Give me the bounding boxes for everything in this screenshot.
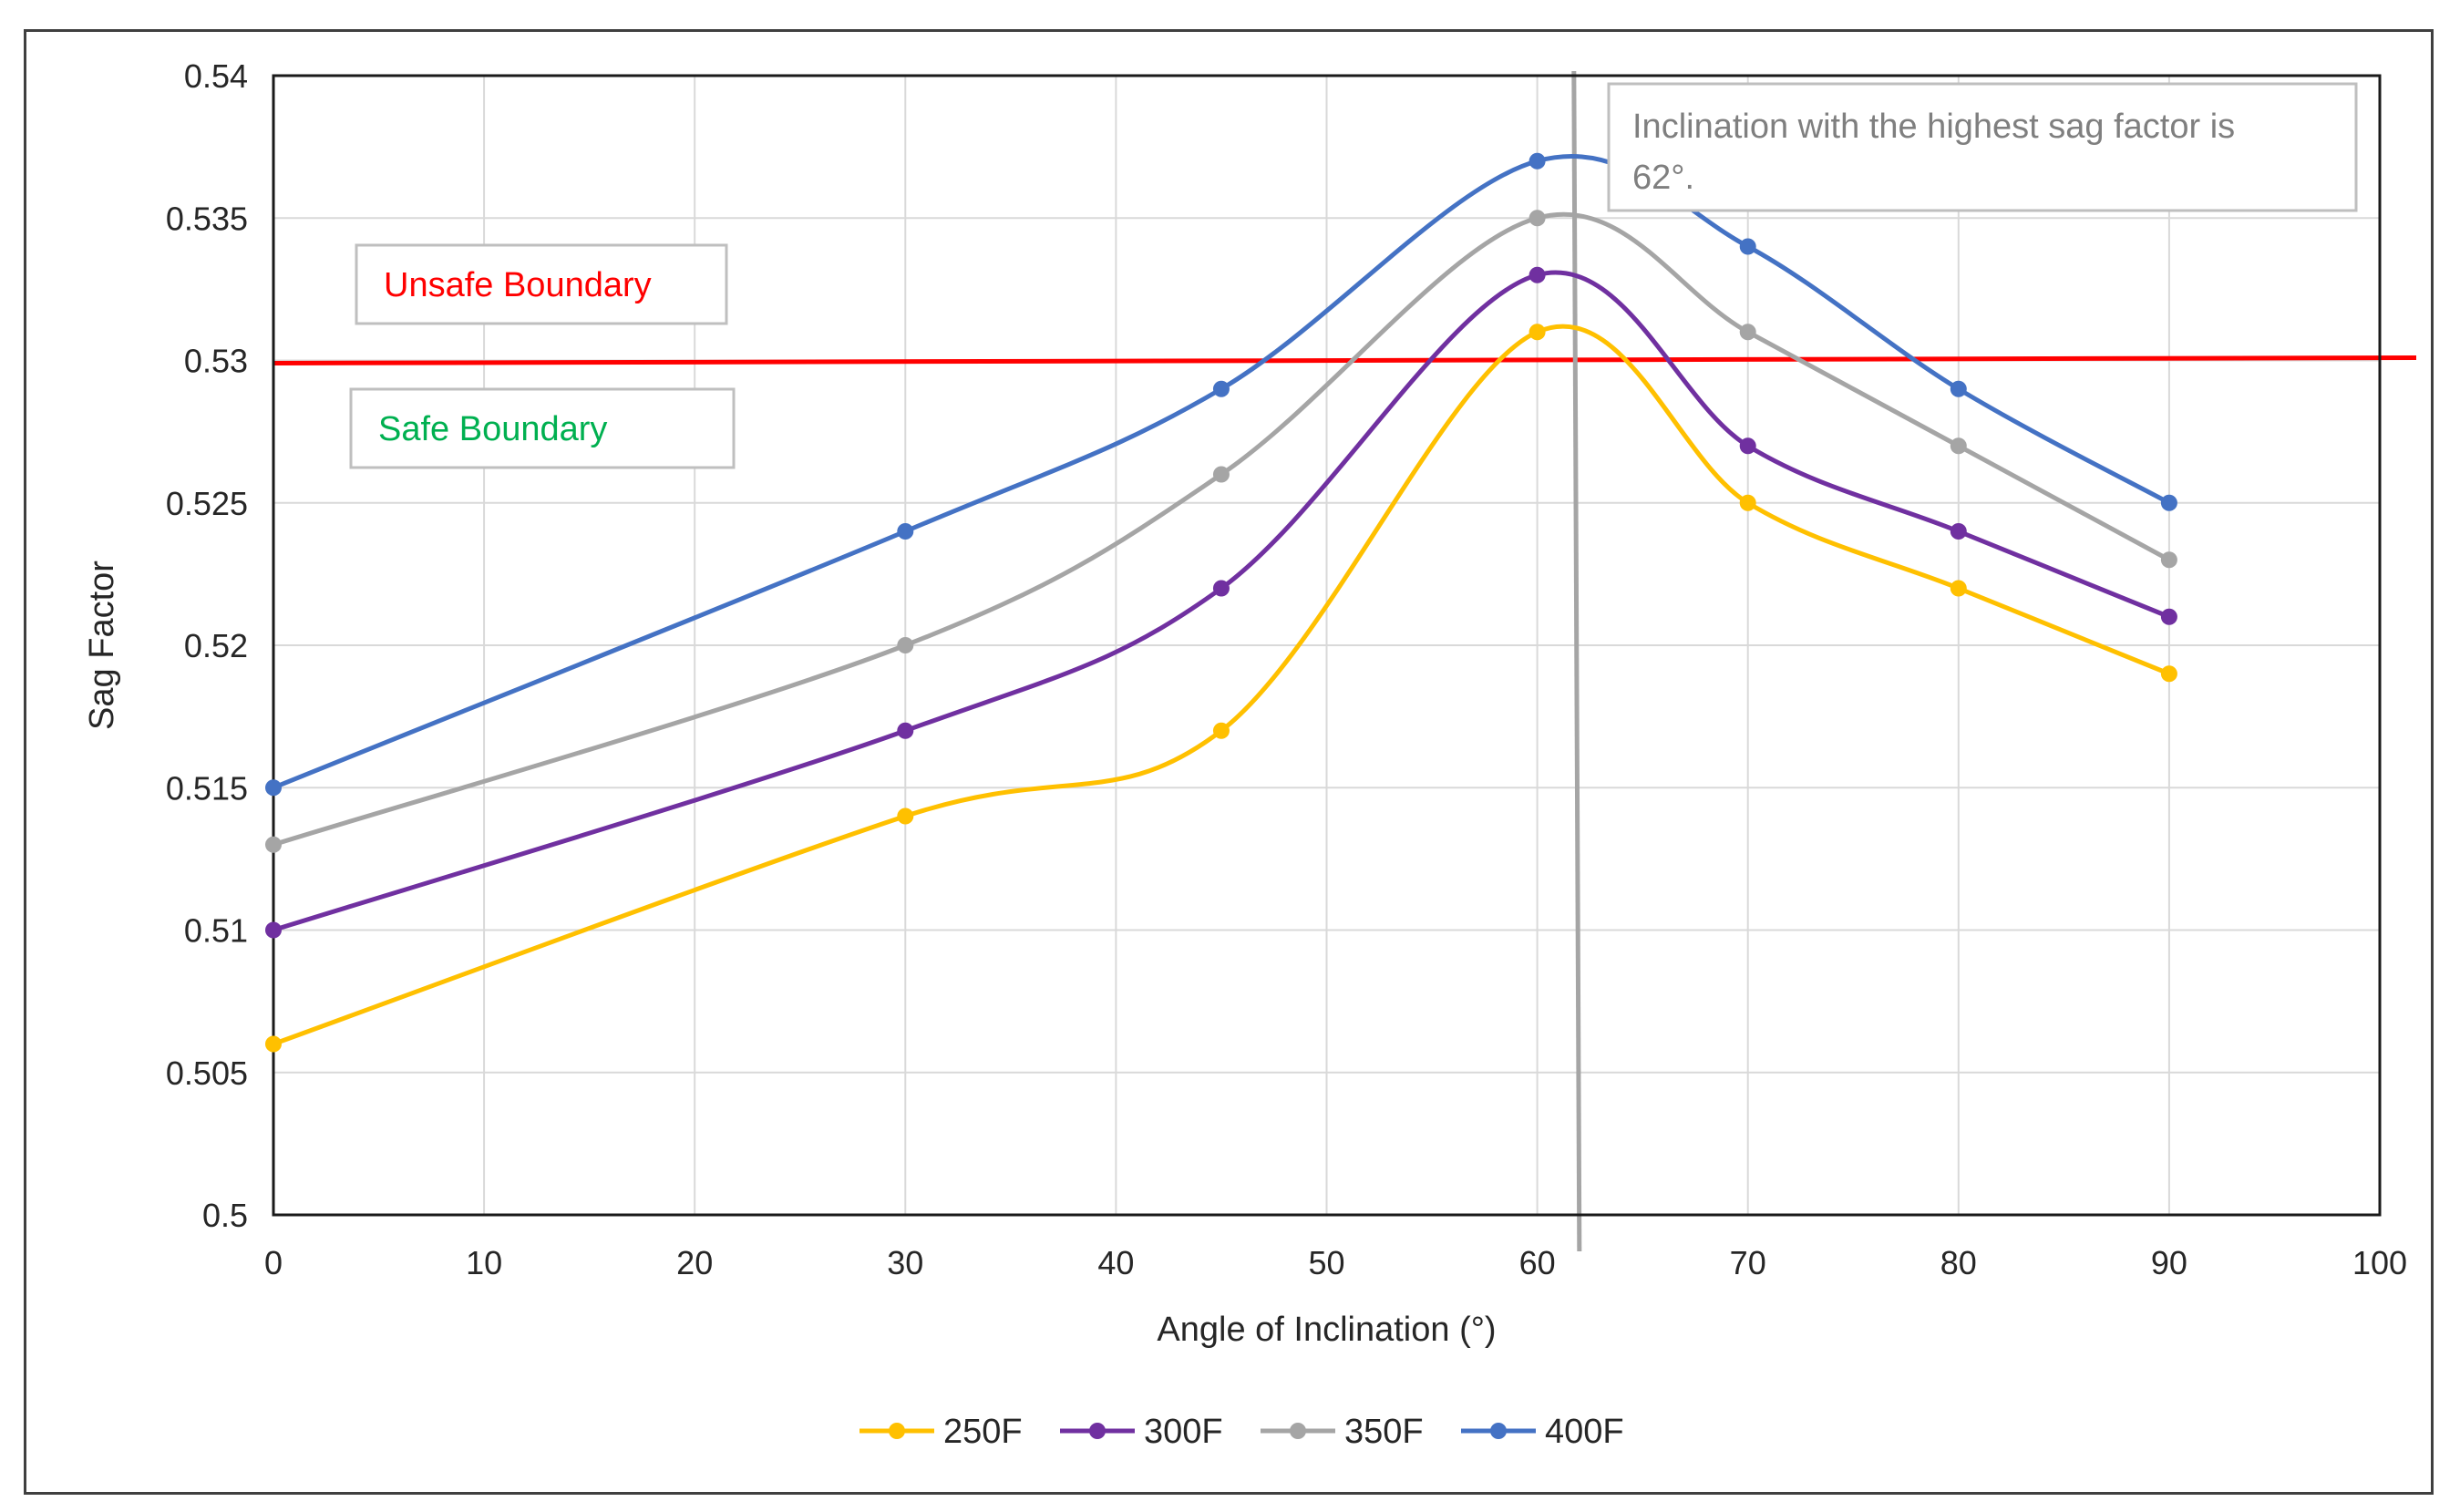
data-point-400F [897, 523, 914, 540]
y-tick-label: 0.525 [166, 485, 248, 522]
data-point-350F [1739, 324, 1756, 341]
data-point-350F [1950, 437, 1967, 455]
x-tick-label: 10 [466, 1244, 502, 1281]
annotation-layer: Inclination with the highest sag factor … [349, 82, 2358, 469]
peak-marker-line [1571, 70, 1582, 1252]
data-point-300F [897, 722, 914, 739]
y-tick-label: 0.5 [202, 1197, 248, 1234]
x-tick-label: 0 [264, 1244, 283, 1281]
data-point-250F [1528, 324, 1546, 341]
data-point-400F [1528, 152, 1546, 170]
legend-label-400F: 400F [1545, 1413, 1624, 1451]
safe-boundary-label: Safe Boundary [378, 410, 607, 448]
legend-layer: 250F 300F 350F 400F [859, 1413, 1624, 1451]
annotation-text-line: Inclination with the highest sag factor … [1632, 108, 2235, 146]
y-tick-label: 0.505 [166, 1054, 248, 1092]
data-point-400F [265, 779, 282, 797]
data-point-300F [265, 921, 282, 939]
legend-label-350F: 350F [1344, 1413, 1424, 1451]
x-tick-label: 70 [1730, 1244, 1766, 1281]
series-layer [265, 152, 2177, 1053]
unsafe-boundary-box [355, 243, 728, 325]
data-point-350F [1212, 466, 1230, 483]
x-tick-label: 100 [2352, 1244, 2407, 1281]
x-tick-label: 90 [2151, 1244, 2187, 1281]
legend-swatch-marker-300F [1089, 1423, 1106, 1439]
data-point-250F [1950, 580, 1967, 597]
legend-swatch-marker-400F [1490, 1423, 1507, 1439]
data-point-400F [1739, 238, 1756, 255]
data-point-300F [1739, 437, 1756, 455]
chart-frame: 0 10 20 30 40 50 60 70 80 90 100 0.5 0.505 0.51 0.515 0… [24, 29, 2434, 1495]
x-tick-label: 80 [1940, 1244, 1977, 1281]
data-point-400F [1950, 380, 1967, 397]
data-point-300F [1528, 266, 1546, 283]
y-axis-title: Sag Factor [83, 561, 121, 730]
annotation-box [1607, 82, 2358, 212]
data-point-250F [265, 1035, 282, 1053]
data-point-250F [1212, 722, 1230, 739]
boundary-layer [273, 70, 2417, 1252]
x-axis-title: Angle of Inclination (°) [1157, 1311, 1496, 1349]
data-point-350F [2160, 551, 2177, 569]
data-point-400F [2160, 494, 2177, 511]
data-point-300F [1212, 580, 1230, 597]
x-tick-label: 50 [1308, 1244, 1344, 1281]
y-tick-label: 0.51 [184, 912, 248, 950]
annotation-text-line: 62°. [1632, 159, 1694, 197]
safe-boundary-box [349, 387, 736, 469]
legend-label-250F: 250F [943, 1413, 1023, 1451]
x-tick-label: 60 [1519, 1244, 1556, 1281]
y-tick-label: 0.52 [184, 627, 248, 664]
y-tick-label: 0.54 [184, 57, 248, 95]
data-point-400F [1212, 380, 1230, 397]
data-point-250F [2160, 665, 2177, 683]
data-point-350F [897, 637, 914, 653]
series-line-250F [271, 324, 2172, 1046]
legend-label-300F: 300F [1144, 1413, 1223, 1451]
data-point-350F [265, 836, 282, 853]
y-tick-label: 0.535 [166, 200, 248, 237]
legend-swatch-marker-250F [889, 1423, 905, 1439]
y-tick-label: 0.53 [184, 343, 248, 380]
y-tick-label: 0.515 [166, 769, 248, 807]
series-line-400F [271, 154, 2172, 790]
legend-swatch-marker-350F [1290, 1423, 1306, 1439]
plot-area-border [272, 74, 2382, 1217]
x-tick-label: 30 [887, 1244, 923, 1281]
x-tick-label: 40 [1097, 1244, 1134, 1281]
data-point-300F [1950, 523, 1967, 540]
data-point-250F [1739, 494, 1756, 511]
sag-factor-chart: 0 10 20 30 40 50 60 70 80 90 100 0.5 0.505 0.51 0.515 0… [83, 57, 2417, 1451]
data-point-350F [1528, 210, 1546, 227]
unsafe-threshold-line [273, 355, 2417, 365]
series-line-300F [271, 270, 2172, 932]
axis-layer: 0 10 20 30 40 50 60 70 80 90 100 0.5 0.505 0.51 0.515 0… [83, 57, 2407, 1349]
data-point-300F [2160, 608, 2177, 625]
data-point-250F [897, 807, 914, 825]
x-tick-label: 20 [676, 1244, 713, 1281]
unsafe-boundary-label: Unsafe Boundary [384, 266, 652, 304]
series-line-350F [271, 211, 2172, 848]
